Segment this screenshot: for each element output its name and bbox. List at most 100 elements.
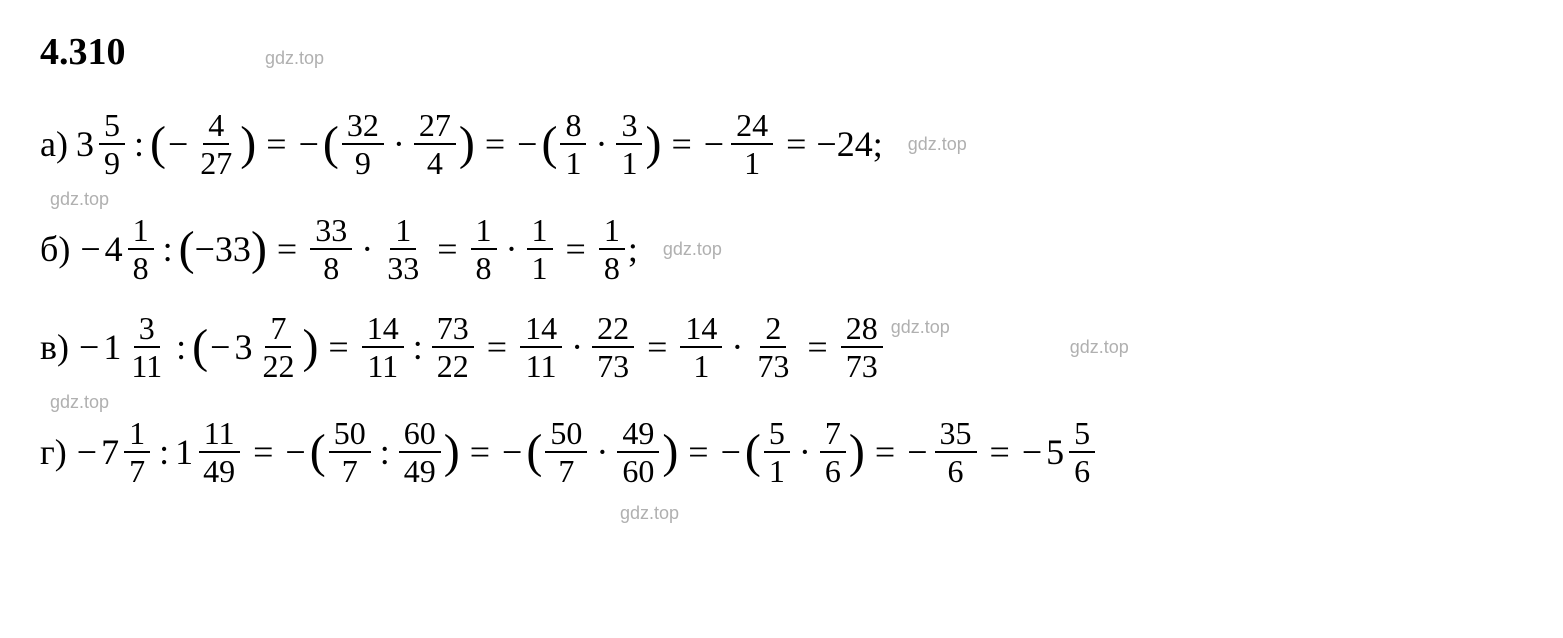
fraction: 14 1 [680,312,722,382]
fraction: 1 8 [128,214,154,284]
fraction: 35 6 [935,417,977,487]
equals: = [253,431,273,473]
equals: = [671,123,691,165]
mixed-number: 1 11 49 [175,417,243,487]
lparen: ( [745,433,761,471]
fraction: 73 22 [432,312,474,382]
equals: = [485,123,505,165]
fraction: 5 9 [99,109,125,179]
equals: = [328,326,348,368]
minus: − [80,228,100,270]
fraction: 32 9 [342,109,384,179]
mult-op: · [571,326,583,368]
lparen: ( [541,125,557,163]
mult-op: · [596,431,608,473]
fraction: 5 6 [1069,417,1095,487]
lparen: ( [192,328,208,366]
rparen: ) [251,230,267,268]
watermark: gdz.top [908,134,967,155]
equals: = [786,123,806,165]
mult-op: · [731,326,743,368]
mixed-number: 5 5 6 [1046,417,1098,487]
lparen: ( [323,125,339,163]
divide-op: : [413,326,423,368]
equals: = [266,123,286,165]
fraction: 60 49 [399,417,441,487]
watermark: gdz.top [620,503,1523,524]
fraction: 7 22 [257,312,299,382]
equals: = [807,326,827,368]
rparen: ) [302,328,318,366]
mult-op: · [506,228,518,270]
divide-op: : [134,123,144,165]
minus: − [299,123,319,165]
line-a: а) 3 5 9 : ( − 4 27 ) = − ( 32 9 · 27 4 … [40,109,1523,179]
equals: = [470,431,490,473]
fraction: 27 4 [414,109,456,179]
mixed-number: 7 1 7 [101,417,153,487]
label-c: в) [40,326,69,368]
watermark: gdz.top [265,48,324,68]
fraction: 14 11 [362,312,404,382]
mult-op: · [595,123,607,165]
fraction: 14 11 [520,312,562,382]
label-b: б) [40,228,70,270]
mult-op: · [393,123,405,165]
minus: − [517,123,537,165]
minus: − [907,431,927,473]
equals: = [437,228,457,270]
fraction: 24 1 [731,109,773,179]
rparen: ) [240,125,256,163]
fraction: 49 60 [617,417,659,487]
minus: − [210,326,230,368]
watermark: gdz.top [1070,337,1129,358]
fraction: 33 8 [310,214,352,284]
line-b: б) − 4 1 8 : ( −33 ) = 33 8 · 1 33 = 1 8… [40,214,1523,284]
fraction: 50 7 [329,417,371,487]
minus: − [285,431,305,473]
fraction: 22 73 [592,312,634,382]
minus: − [79,326,99,368]
mixed-number: 4 1 8 [105,214,157,284]
lparen: ( [310,433,326,471]
rparen: ) [662,433,678,471]
minus: − [77,431,97,473]
fraction: 1 8 [599,214,625,284]
label-a: а) [40,123,68,165]
rparen: ) [444,433,460,471]
fraction: 7 6 [820,417,846,487]
watermark: gdz.top [50,392,1523,413]
fraction: 8 1 [560,109,586,179]
equals: = [277,228,297,270]
equals: = [990,431,1010,473]
mult-op: · [361,228,373,270]
fraction: 28 73 [841,312,883,382]
lparen: ( [526,433,542,471]
minus: − [168,123,188,165]
line-c: в) − 1 3 11 : ( − 3 7 22 ) = 14 11 : 73 … [40,312,1523,382]
minus: − [1022,431,1042,473]
divide-op: : [163,228,173,270]
watermark: gdz.top [891,317,950,338]
equals: = [688,431,708,473]
fraction: 4 27 [195,109,237,179]
integer: −33 [195,228,251,270]
watermark: gdz.top [663,239,722,260]
fraction: 11 49 [198,417,240,487]
fraction: 1 33 [382,214,424,284]
label-d: г) [40,431,67,473]
fraction: 1 8 [471,214,497,284]
mixed-number: 3 7 22 [234,312,302,382]
minus: − [721,431,741,473]
fraction: 3 1 [616,109,642,179]
fraction: 3 11 [126,312,167,382]
mixed-number: 3 5 9 [76,109,128,179]
minus: − [502,431,522,473]
divide-op: : [380,431,390,473]
fraction: 50 7 [545,417,587,487]
divide-op: : [176,326,186,368]
fraction: 1 1 [527,214,553,284]
rparen: ) [849,433,865,471]
rparen: ) [459,125,475,163]
mult-op: · [799,431,811,473]
